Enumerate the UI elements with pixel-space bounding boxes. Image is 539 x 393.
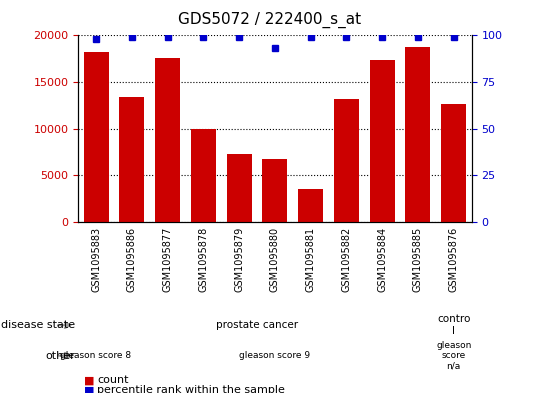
Text: GSM1095884: GSM1095884 [377, 226, 387, 292]
Text: gleason score 8: gleason score 8 [60, 351, 132, 360]
Text: GSM1095878: GSM1095878 [198, 226, 209, 292]
Text: GSM1095882: GSM1095882 [341, 226, 351, 292]
Bar [262, 158, 287, 222]
Text: percentile rank within the sample: percentile rank within the sample [97, 385, 285, 393]
Bar [334, 99, 359, 222]
Text: GDS5072 / 222400_s_at: GDS5072 / 222400_s_at [178, 12, 361, 28]
Text: ■: ■ [84, 385, 94, 393]
Text: GSM1095880: GSM1095880 [270, 226, 280, 292]
Bar [298, 189, 323, 222]
Text: prostate cancer: prostate cancer [216, 320, 298, 330]
Text: other: other [46, 351, 75, 361]
Text: GSM1095879: GSM1095879 [234, 226, 244, 292]
Bar [155, 58, 180, 222]
Bar [441, 103, 466, 222]
Text: GSM1095876: GSM1095876 [449, 226, 459, 292]
Text: count: count [97, 375, 128, 386]
Bar [405, 46, 431, 222]
Text: contro
l: contro l [437, 314, 471, 336]
Bar [84, 52, 108, 222]
Text: gleason
score
n/a: gleason score n/a [436, 341, 472, 371]
Bar [119, 97, 144, 222]
Text: gleason score 9: gleason score 9 [239, 351, 310, 360]
Text: GSM1095877: GSM1095877 [163, 226, 172, 292]
Text: GSM1095881: GSM1095881 [306, 226, 316, 292]
Text: GSM1095886: GSM1095886 [127, 226, 137, 292]
Bar [191, 129, 216, 222]
Bar [370, 60, 395, 222]
Text: disease state: disease state [1, 320, 75, 330]
Bar [226, 154, 252, 222]
Text: GSM1095885: GSM1095885 [413, 226, 423, 292]
Text: ■: ■ [84, 375, 94, 386]
Text: GSM1095883: GSM1095883 [91, 226, 101, 292]
